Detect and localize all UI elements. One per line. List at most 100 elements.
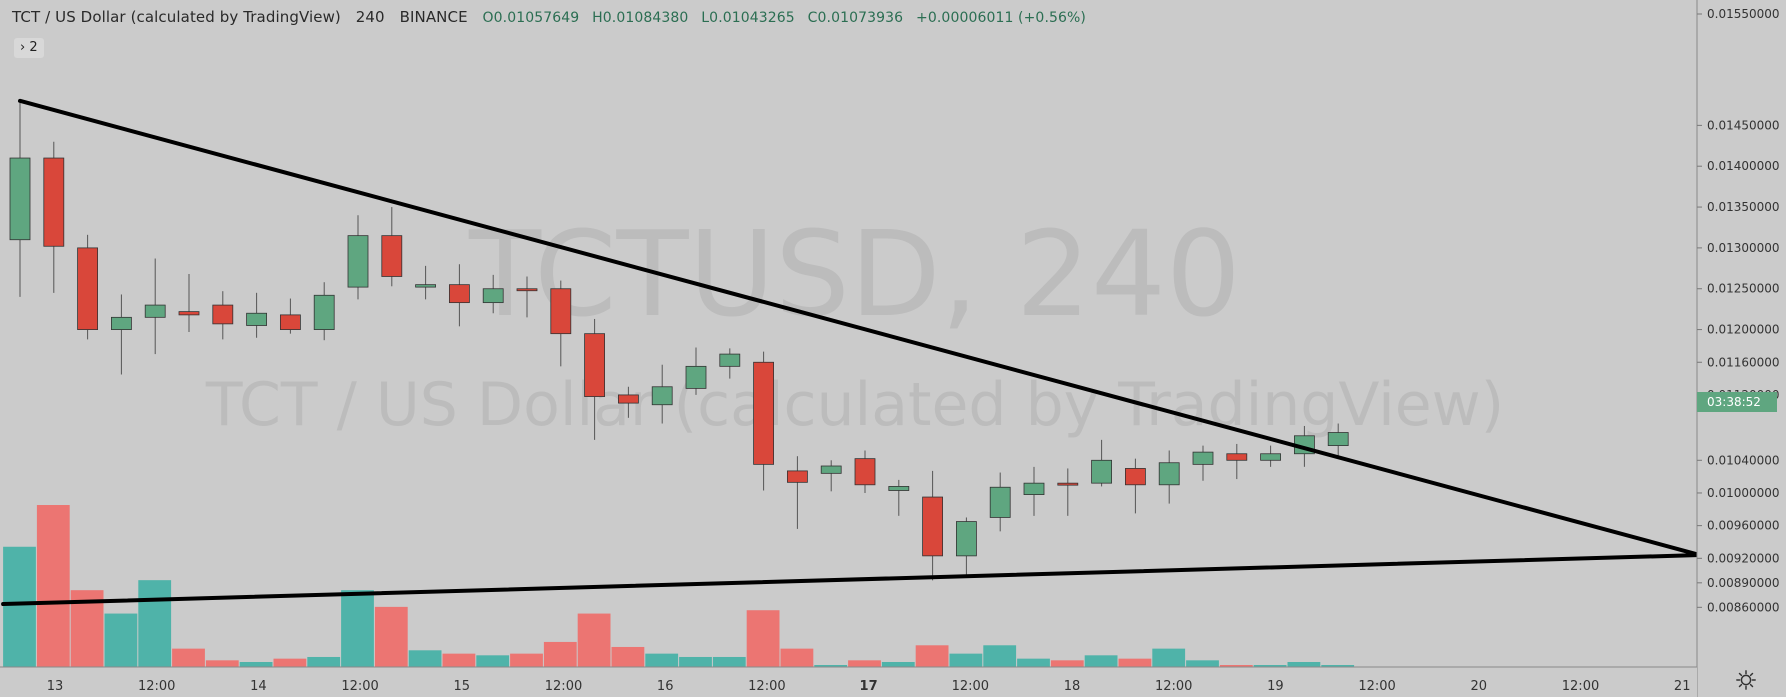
interval-label[interactable]: 240 xyxy=(355,8,385,26)
candle-body xyxy=(753,361,774,465)
volume-bar xyxy=(780,648,814,667)
symbol-title[interactable]: TCT / US Dollar (calculated by TradingVi… xyxy=(12,8,341,26)
volume-bar xyxy=(983,645,1017,667)
volume-bar xyxy=(645,653,679,667)
gear-icon[interactable] xyxy=(1735,669,1757,691)
price-label: 0.01450000 xyxy=(1707,118,1780,132)
volume-bar xyxy=(814,665,848,667)
price-label: 0.00890000 xyxy=(1707,576,1780,590)
volume-bar xyxy=(712,656,746,667)
price-label: 0.01040000 xyxy=(1707,453,1780,467)
candle-body xyxy=(651,386,673,406)
volume-bar xyxy=(1253,665,1287,667)
candle-body xyxy=(178,311,200,316)
volume-bar xyxy=(408,650,442,667)
time-label: 21 xyxy=(1674,679,1691,694)
time-label: 12:00 xyxy=(1358,679,1395,694)
candle-body xyxy=(516,288,538,292)
candle-body xyxy=(888,486,910,491)
time-label: 15 xyxy=(454,679,471,694)
symbol-header: TCT / US Dollar (calculated by TradingVi… xyxy=(12,8,1094,26)
ohlc-low: L0.01043265 xyxy=(701,10,795,26)
volume-bar xyxy=(307,656,341,667)
volume-bar xyxy=(1321,665,1355,667)
volume-bar xyxy=(510,653,543,667)
time-label: 12:00 xyxy=(545,679,582,694)
candle-body xyxy=(77,247,98,330)
volume-bar xyxy=(1118,658,1152,667)
candle-body xyxy=(989,486,1011,518)
volume-bar xyxy=(36,505,70,667)
candle-body xyxy=(584,333,605,397)
volume-bar xyxy=(442,653,476,667)
volume-bar xyxy=(172,648,205,667)
time-label: 12:00 xyxy=(1562,679,1599,694)
volume-bar xyxy=(476,655,510,667)
volume-bar xyxy=(577,613,611,667)
time-label: 16 xyxy=(657,679,674,694)
candle-body xyxy=(1260,453,1281,461)
candle-body xyxy=(246,312,268,326)
candle-body xyxy=(956,521,977,557)
volume-bar xyxy=(881,661,915,667)
volume-bar xyxy=(374,606,408,667)
volume-bar xyxy=(1152,648,1186,667)
price-label: 0.01250000 xyxy=(1707,282,1780,296)
time-label: 12:00 xyxy=(952,679,989,694)
time-label: 12:00 xyxy=(1155,679,1192,694)
time-label: 12:00 xyxy=(138,679,175,694)
price-label: 0.01400000 xyxy=(1707,159,1780,173)
candle-body xyxy=(719,353,741,367)
watermark-description: TCT / US Dollar (calculated by TradingVi… xyxy=(205,370,1504,440)
trendline-lower xyxy=(1,553,1702,607)
candle-body xyxy=(685,365,707,389)
price-label: 0.01160000 xyxy=(1707,355,1780,369)
indicators-collapse-button[interactable]: › 2 xyxy=(14,38,44,58)
candle-body xyxy=(787,470,808,483)
candle-body xyxy=(1192,451,1214,465)
candle-body xyxy=(212,304,234,325)
ohlc-high: H0.01084380 xyxy=(592,10,689,26)
volume-bar xyxy=(611,646,645,667)
volume-bar xyxy=(104,613,138,667)
candle-body xyxy=(1057,482,1079,486)
candle-body xyxy=(279,314,301,330)
price-label: 0.00960000 xyxy=(1707,519,1780,533)
volume-bar xyxy=(341,590,374,667)
candle-body xyxy=(1091,459,1112,484)
time-label: 13 xyxy=(47,679,64,694)
candle-body xyxy=(820,465,842,474)
candle-body xyxy=(313,294,335,330)
time-label: 20 xyxy=(1471,679,1488,694)
candle-body xyxy=(1327,432,1349,446)
candle-body xyxy=(9,157,31,241)
price-label: 0.00860000 xyxy=(1707,600,1780,614)
candle-body xyxy=(448,284,470,304)
volume-bar xyxy=(138,580,172,667)
price-label: 0.01000000 xyxy=(1707,486,1780,500)
volume-bar xyxy=(679,656,712,667)
volume-bar xyxy=(1017,658,1050,667)
watermark-symbol: TCTUSD, 240 xyxy=(468,205,1241,343)
volume-bar xyxy=(273,658,307,667)
volume-bar xyxy=(1084,655,1118,667)
candle-body xyxy=(550,288,572,335)
candle-body xyxy=(144,304,166,318)
candle-body xyxy=(111,316,132,330)
price-label: 0.00920000 xyxy=(1707,551,1780,565)
candle-body xyxy=(1158,462,1180,486)
countdown-label: 03:38:52 xyxy=(1707,395,1761,409)
candle-body xyxy=(1023,482,1045,495)
candle-body xyxy=(482,288,504,304)
volume-bar xyxy=(1050,660,1084,667)
candle-body xyxy=(43,157,65,247)
candle-body xyxy=(922,496,943,557)
exchange-label: BINANCE xyxy=(399,8,468,26)
time-label: 18 xyxy=(1064,679,1081,694)
time-label: 12:00 xyxy=(341,679,378,694)
volume-bar xyxy=(1287,661,1321,667)
candle-body xyxy=(1125,468,1146,486)
volume-bar xyxy=(239,661,273,667)
